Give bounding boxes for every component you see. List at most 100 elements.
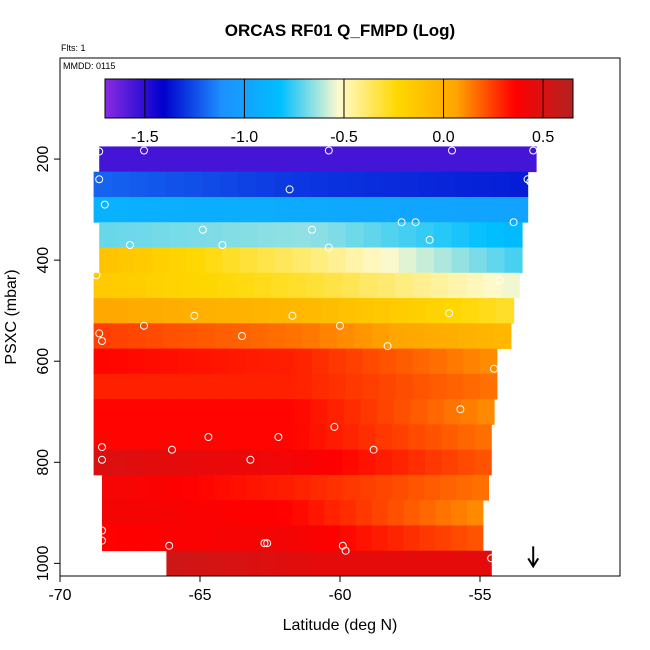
heatmap-cell bbox=[345, 373, 363, 400]
data-point bbox=[526, 177, 535, 186]
heatmap-cell bbox=[419, 525, 436, 552]
heatmap-cell bbox=[426, 298, 445, 324]
heatmap-cell bbox=[169, 247, 188, 274]
data-point bbox=[308, 225, 316, 234]
heatmap-cell bbox=[410, 550, 425, 577]
heatmap-cell bbox=[341, 272, 361, 299]
heatmap-cell bbox=[147, 196, 167, 223]
heatmap-cell bbox=[437, 550, 452, 577]
heatmap-cell bbox=[93, 348, 111, 375]
heatmap-cell bbox=[275, 247, 294, 274]
heatmap-cell bbox=[295, 474, 312, 501]
data-point bbox=[92, 271, 101, 280]
colorbar-tick-label: -1.0 bbox=[231, 129, 259, 146]
heatmap-cell bbox=[146, 298, 165, 324]
heatmap-cell bbox=[308, 525, 325, 552]
heatmap-cell bbox=[377, 399, 395, 425]
heatmap-cell bbox=[129, 196, 149, 223]
heatmap-cell bbox=[198, 474, 216, 501]
heatmap-cell bbox=[317, 146, 337, 173]
heatmap-cell bbox=[299, 146, 319, 173]
heatmap-cell bbox=[279, 474, 296, 501]
heatmap-cell bbox=[345, 348, 363, 375]
arrow-marker-head bbox=[527, 557, 540, 569]
heatmap-cell bbox=[99, 222, 118, 248]
heatmap-cell bbox=[147, 171, 167, 198]
heatmap-cell bbox=[117, 525, 135, 552]
heatmap-cell bbox=[429, 373, 447, 400]
heatmap-cell bbox=[359, 272, 378, 299]
data-point bbox=[341, 546, 350, 555]
heatmap-cell bbox=[303, 298, 322, 324]
heatmap-cell bbox=[328, 196, 348, 223]
heatmap-cell bbox=[126, 424, 144, 451]
heatmap-cell bbox=[198, 298, 217, 324]
heatmap-cell bbox=[342, 449, 360, 476]
heatmap-cell bbox=[387, 525, 405, 552]
heatmap-cell bbox=[165, 500, 182, 526]
heatmap-cell bbox=[430, 272, 449, 299]
heatmap-cell bbox=[355, 550, 370, 577]
heatmap-cell bbox=[509, 171, 529, 198]
heatmap-cell bbox=[466, 272, 485, 299]
heatmap-cell bbox=[118, 474, 135, 501]
heatmap-cell bbox=[435, 500, 452, 526]
heatmap-cell bbox=[256, 171, 276, 198]
heatmap-cell bbox=[274, 196, 294, 223]
heatmap-cell bbox=[435, 525, 452, 552]
heatmap-cell bbox=[244, 500, 262, 526]
colorbar-tick-label: -1.5 bbox=[131, 129, 159, 146]
heatmap-cell bbox=[102, 474, 119, 501]
heatmap-cell bbox=[99, 146, 118, 173]
heatmap-cell bbox=[102, 525, 119, 552]
heatmap-cell bbox=[128, 298, 147, 324]
heatmap-cell bbox=[93, 272, 112, 299]
heatmap-cell bbox=[166, 550, 181, 577]
heatmap-cell bbox=[242, 424, 260, 451]
heatmap-cell bbox=[227, 399, 245, 425]
heatmap-cell bbox=[456, 474, 473, 501]
heatmap-cell bbox=[240, 222, 259, 248]
heatmap-cell bbox=[356, 298, 375, 324]
heatmap-cell bbox=[391, 298, 410, 324]
heatmap-cell bbox=[230, 474, 248, 501]
heatmap-cell bbox=[311, 474, 328, 501]
data-point bbox=[285, 185, 294, 194]
data-point bbox=[336, 321, 344, 330]
heatmap-cell bbox=[234, 550, 249, 577]
data-point bbox=[445, 309, 454, 318]
heatmap-cell bbox=[499, 146, 519, 173]
heatmap-cell bbox=[238, 171, 257, 198]
heatmap-cell bbox=[324, 272, 343, 299]
heatmap-cell bbox=[190, 146, 209, 173]
heatmap-cell bbox=[486, 247, 505, 274]
heatmap-cell bbox=[451, 500, 468, 526]
heatmap-cell bbox=[153, 146, 173, 173]
heatmap-cell bbox=[346, 196, 366, 223]
heatmap-cell bbox=[391, 449, 409, 476]
heatmap-cell bbox=[176, 449, 194, 476]
heatmap-cell bbox=[321, 298, 340, 324]
heatmap-cell bbox=[424, 424, 443, 451]
heatmap-cell bbox=[509, 196, 529, 223]
heatmap-cell bbox=[260, 399, 278, 425]
data-point bbox=[448, 146, 456, 155]
heatmap-cell bbox=[93, 373, 111, 400]
heatmap-cell bbox=[359, 474, 377, 501]
heatmap-cell bbox=[496, 298, 515, 324]
heatmap-cell bbox=[217, 272, 237, 299]
heatmap-cell bbox=[336, 323, 355, 349]
data-point bbox=[523, 175, 532, 184]
y-tick-label: 1000 bbox=[35, 545, 52, 581]
heatmap-cell bbox=[369, 550, 384, 577]
heatmap-cell bbox=[354, 146, 373, 173]
heatmap-cell bbox=[295, 348, 313, 375]
data-point bbox=[165, 541, 174, 550]
heatmap-cell bbox=[312, 348, 330, 375]
heatmap-cell bbox=[382, 171, 402, 198]
data-point bbox=[490, 364, 498, 373]
data-point bbox=[98, 455, 106, 464]
heatmap-cell bbox=[391, 424, 409, 451]
heatmap-cell bbox=[166, 474, 184, 501]
data-point bbox=[95, 175, 104, 184]
